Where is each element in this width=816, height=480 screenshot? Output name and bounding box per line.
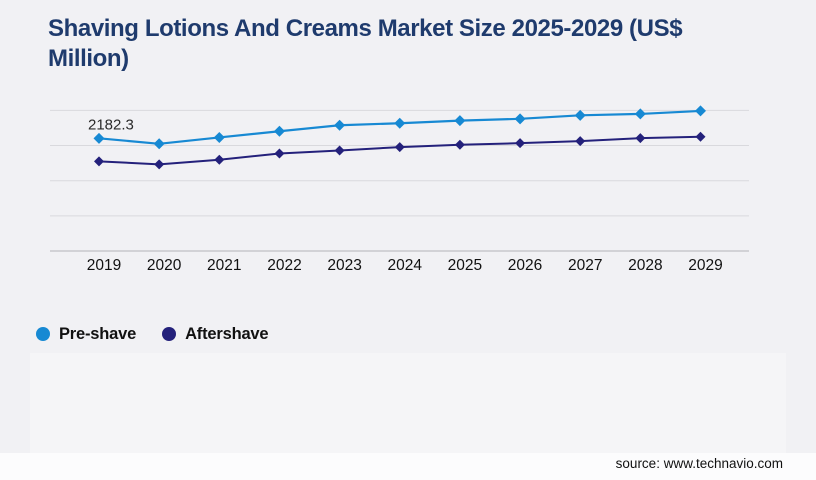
- data-point-diamond-aftershave-2027: [575, 136, 586, 147]
- legend-label: Pre-shave: [59, 324, 137, 343]
- x-tick-label: 2026: [508, 257, 542, 274]
- data-point-diamond-pre-shave-2022: [273, 125, 285, 137]
- x-tick-label: 2028: [628, 257, 662, 274]
- data-point-diamond-pre-shave-2029: [695, 105, 706, 117]
- x-tick-label: 2024: [388, 257, 423, 274]
- source-attribution: source: www.technavio.com: [615, 456, 783, 471]
- data-point-diamond-aftershave-2024: [394, 142, 405, 153]
- data-point-diamond-pre-shave-2021: [213, 131, 225, 143]
- data-point-diamond-aftershave-2021: [214, 154, 225, 165]
- data-point-diamond-pre-shave-2025: [454, 115, 466, 127]
- data-point-diamond-aftershave-2025: [454, 139, 465, 150]
- lower-background-panel: [30, 353, 786, 453]
- data-point-diamond-aftershave-2026: [515, 138, 526, 149]
- chart-title: Shaving Lotions And Creams Market Size 2…: [48, 15, 683, 72]
- legend-item-aftershave: Aftershave: [162, 324, 269, 344]
- data-point-diamond-pre-shave-2026: [514, 113, 526, 125]
- data-point-diamond-aftershave-2019: [94, 156, 104, 167]
- x-tick-label: 2027: [568, 257, 602, 274]
- data-point-diamond-aftershave-2022: [274, 148, 285, 159]
- legend-label: Aftershave: [185, 324, 269, 343]
- circle-icon: [162, 327, 177, 341]
- x-tick-label: 2025: [448, 257, 482, 274]
- x-tick-label: 2022: [267, 257, 301, 274]
- chart-legend: Pre-shave Aftershave: [36, 324, 294, 344]
- data-point-diamond-pre-shave-2028: [634, 108, 646, 120]
- x-tick-label: 2021: [207, 257, 241, 274]
- data-point-diamond-aftershave-2020: [154, 159, 165, 170]
- bottom-strip: [0, 453, 816, 480]
- line-chart: 2019 2020 2021 2022 2023 2024 2025 2026 2027 2028…: [50, 105, 749, 274]
- data-point-diamond-aftershave-2028: [635, 133, 646, 144]
- data-point-diamond-aftershave-2023: [334, 145, 345, 156]
- data-point-diamond-pre-shave-2024: [394, 117, 406, 129]
- data-point-diamond-pre-shave-2019: [93, 132, 105, 144]
- data-point-diamond-aftershave-2029: [695, 131, 706, 142]
- x-tick-label: 2019: [87, 257, 121, 274]
- circle-icon: [36, 327, 50, 341]
- data-label: 2182.3: [88, 116, 134, 133]
- data-point-diamond-pre-shave-2020: [153, 138, 165, 150]
- legend-item-pre-shave: Pre-shave: [36, 325, 136, 344]
- x-tick-label: 2020: [147, 257, 182, 274]
- data-point-diamond-pre-shave-2027: [574, 109, 586, 121]
- x-tick-label: 2023: [327, 257, 361, 274]
- x-tick-label: 2029: [688, 257, 722, 274]
- data-point-diamond-pre-shave-2023: [334, 119, 346, 131]
